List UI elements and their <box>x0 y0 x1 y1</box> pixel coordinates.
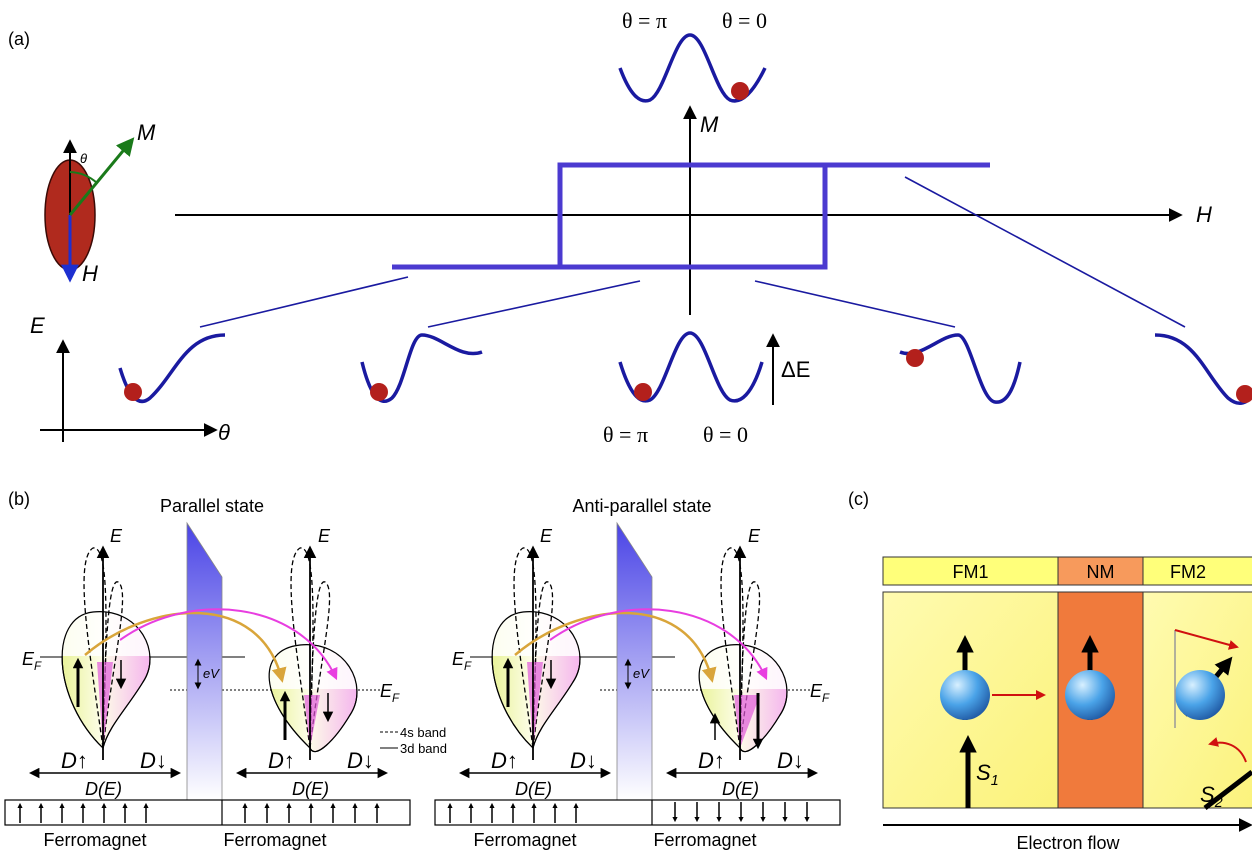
electron <box>940 670 990 720</box>
figure: (a) θ = π θ = 0 M H ΔE θ = π θ = 0 θ M H Eθ (b) Paral… <box>0 0 1252 851</box>
ferromagnet-bar <box>435 800 840 825</box>
label: (a) <box>8 29 30 49</box>
label: θ <box>218 420 230 445</box>
label: H <box>82 261 98 286</box>
label: D↓ <box>570 748 597 773</box>
label: D(E) <box>85 779 122 799</box>
label: Electron flow <box>1016 833 1120 851</box>
label-sub: 2 <box>1214 795 1223 811</box>
label: E <box>110 526 123 546</box>
barrier <box>187 523 222 800</box>
connector <box>428 281 640 327</box>
label: (c) <box>848 489 869 509</box>
label: D↓ <box>347 748 374 773</box>
particle <box>370 383 388 401</box>
connector <box>755 281 955 327</box>
label: D↓ <box>140 748 167 773</box>
barrier <box>617 523 652 800</box>
label: D↑ <box>698 748 725 773</box>
label: M <box>137 120 156 145</box>
label: D↑ <box>491 748 518 773</box>
energy-well <box>900 335 1020 402</box>
subscript-label: EF <box>452 649 472 673</box>
label-sub: F <box>464 660 472 673</box>
particle <box>731 82 749 100</box>
label: Parallel state <box>160 496 264 516</box>
label: FM1 <box>953 562 989 582</box>
label: D(E) <box>292 779 329 799</box>
label: D(E) <box>515 779 552 799</box>
label: eV <box>633 666 650 681</box>
particle <box>124 383 142 401</box>
label: NM <box>1087 562 1115 582</box>
label: θ <box>80 151 87 166</box>
label: Anti-parallel state <box>572 496 711 516</box>
label: H <box>1196 202 1212 227</box>
particle <box>906 349 924 367</box>
connector <box>905 177 1185 327</box>
subscript-label: EF <box>22 649 42 673</box>
label-main: S <box>976 760 991 785</box>
label: eV <box>203 666 220 681</box>
connector <box>200 277 408 327</box>
label: E <box>30 313 45 338</box>
label: D(E) <box>722 779 759 799</box>
label: θ = 0 <box>703 422 748 447</box>
label-sub: F <box>392 692 400 705</box>
label-sub: 1 <box>991 773 999 789</box>
label-sub: F <box>822 692 830 705</box>
label: M <box>700 112 719 137</box>
label: (b) <box>8 489 30 509</box>
label: D↑ <box>268 748 295 773</box>
label-main: ΔE <box>781 357 810 382</box>
electron <box>1175 670 1225 720</box>
electron <box>1065 670 1115 720</box>
barrier-label: ΔE <box>781 357 810 382</box>
label: E <box>318 526 331 546</box>
particle <box>1236 385 1252 403</box>
label: Ferromagnet <box>473 830 576 850</box>
label: 4s band <box>400 725 446 740</box>
particle <box>634 383 652 401</box>
label: Ferromagnet <box>223 830 326 850</box>
ferromagnet-bar <box>5 800 410 825</box>
label: 3d band <box>400 741 447 756</box>
label: E <box>540 526 553 546</box>
label: Ferromagnet <box>653 830 756 850</box>
label: θ = π <box>622 8 667 33</box>
label: θ = π <box>603 422 648 447</box>
label: D↑ <box>61 748 88 773</box>
subscript-label: EF <box>810 681 830 705</box>
subscript-label: EF <box>380 681 400 705</box>
label: D↓ <box>777 748 804 773</box>
label-sub: F <box>34 660 42 673</box>
label: FM2 <box>1170 562 1206 582</box>
label: E <box>748 526 761 546</box>
label: θ = 0 <box>722 8 767 33</box>
label-main: S <box>1200 782 1215 807</box>
label: Ferromagnet <box>43 830 146 850</box>
